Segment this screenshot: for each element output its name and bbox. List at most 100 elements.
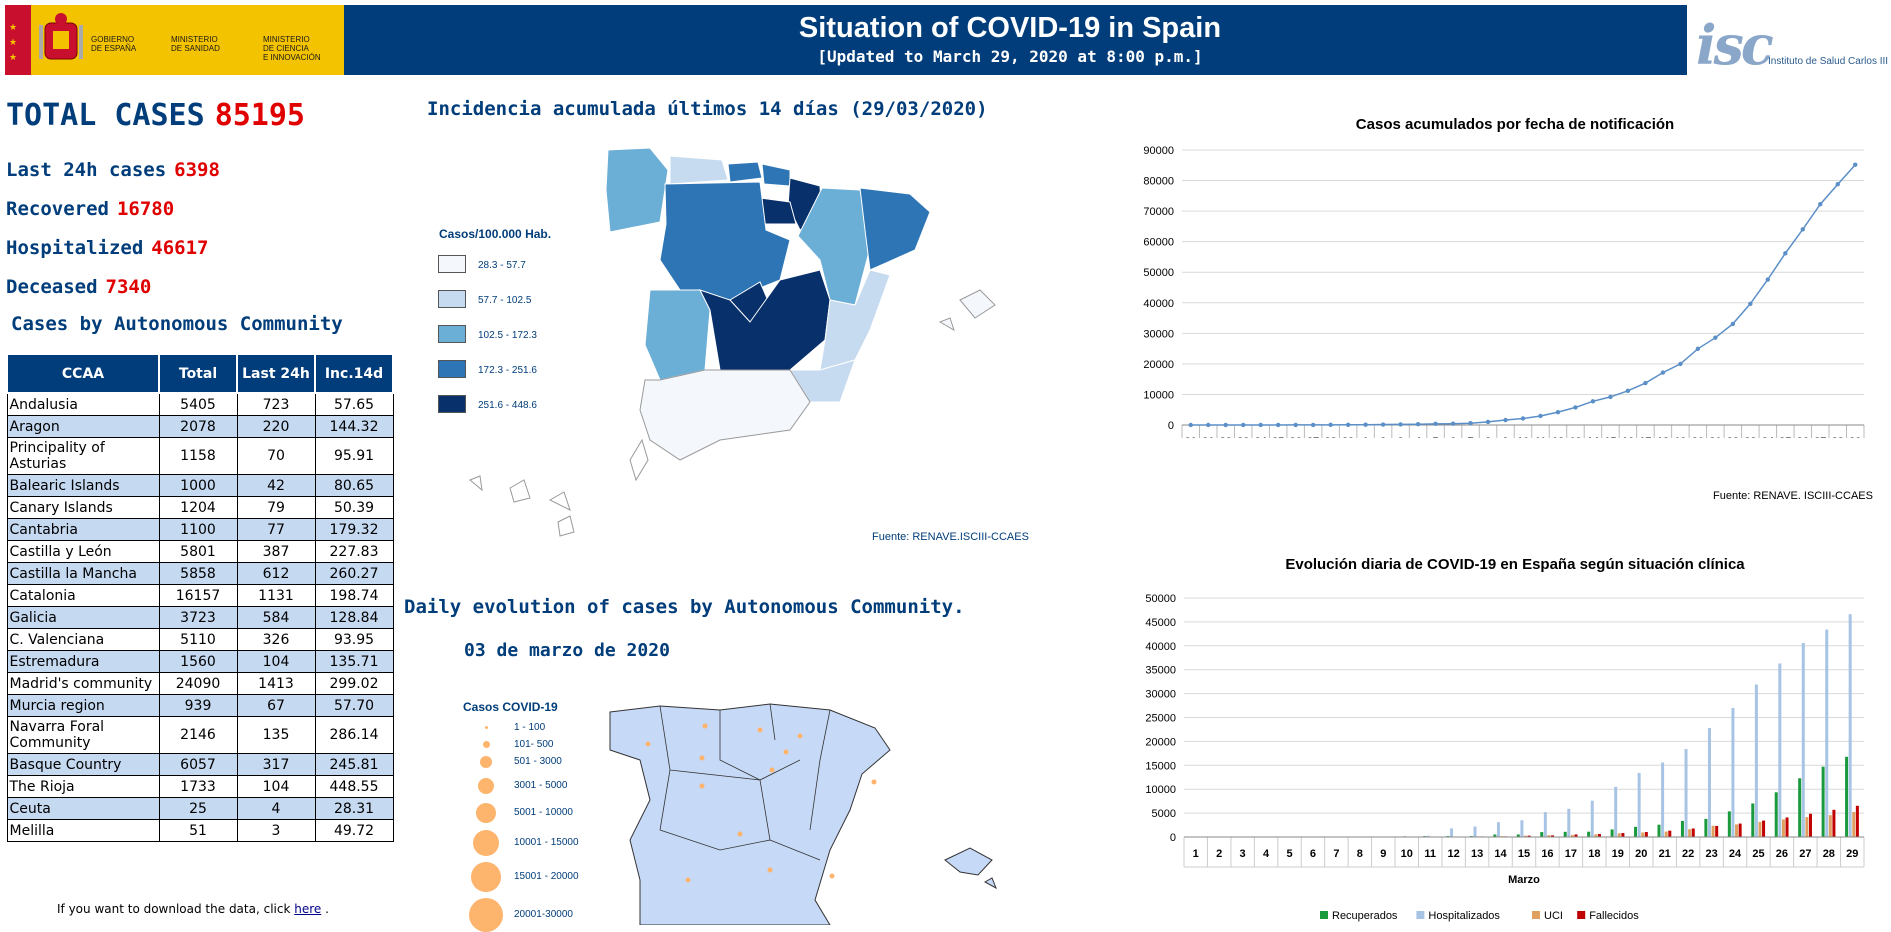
bar xyxy=(1849,614,1852,837)
x-tick-label: 18 xyxy=(1657,436,1669,438)
x-tick-label: 17 xyxy=(1565,848,1577,860)
bar xyxy=(1778,663,1781,837)
x-tick-label: 27 xyxy=(1307,436,1319,438)
bar xyxy=(1825,630,1828,837)
x-tick-label: 9 xyxy=(1502,436,1508,438)
data-point xyxy=(1328,423,1332,427)
clinical-chart-title: Evolución diaria de COVID-19 en España s… xyxy=(1140,556,1890,573)
bar xyxy=(1544,812,1547,837)
ccaa-value-cell: 42 xyxy=(237,475,315,497)
y-tick-label: 0 xyxy=(1168,420,1174,432)
x-tick-label: 21 xyxy=(1709,436,1721,438)
ccaa-value-cell: 1733 xyxy=(159,776,237,798)
x-tick-label: 1 xyxy=(1363,436,1369,438)
data-point xyxy=(1311,423,1315,427)
bar xyxy=(1497,822,1500,837)
bar xyxy=(1802,643,1805,837)
x-tick-label: 10 xyxy=(1401,848,1413,860)
y-tick-label: 5000 xyxy=(1152,808,1176,820)
data-point xyxy=(1189,423,1193,427)
legend-label: 1 - 100 xyxy=(514,722,545,733)
ccaa-value-cell: 57.65 xyxy=(315,393,393,416)
y-tick-label: 10000 xyxy=(1145,784,1176,796)
bar xyxy=(1688,829,1691,837)
ccaa-value-cell: 104 xyxy=(237,651,315,673)
data-point xyxy=(1731,322,1735,326)
bar xyxy=(1712,826,1715,837)
x-tick-label: 27 xyxy=(1799,848,1811,860)
bar xyxy=(1829,815,1832,837)
ccaa-value-cell: 3723 xyxy=(159,607,237,629)
legend-swatch xyxy=(438,255,466,273)
bubble-icon xyxy=(476,803,496,823)
legend-swatch xyxy=(438,290,466,308)
legend-swatch xyxy=(1532,911,1540,919)
x-tick-label: 11 xyxy=(1424,848,1436,860)
y-tick-label: 40000 xyxy=(1143,298,1174,310)
x-tick-label: 18 xyxy=(1588,848,1600,860)
bar xyxy=(1645,832,1648,837)
ccaa-name-cell: C. Valenciana xyxy=(7,629,159,651)
x-tick-label: 16 xyxy=(1541,848,1553,860)
bar xyxy=(1611,829,1614,837)
ccaa-name-cell: The Rioja xyxy=(7,776,159,798)
ccaa-name-cell: Murcia region xyxy=(7,695,159,717)
bar xyxy=(1782,819,1785,837)
bar xyxy=(1564,832,1567,837)
bar xyxy=(1805,817,1808,837)
x-tick-label: 4 xyxy=(1263,848,1270,860)
bubble-icon xyxy=(471,862,501,892)
ccaa-value-cell: 939 xyxy=(159,695,237,717)
x-tick-label: 14 xyxy=(1494,848,1507,860)
bar xyxy=(1685,749,1688,837)
column-header: CCAA xyxy=(7,354,159,393)
x-tick-label: 29 xyxy=(1846,848,1858,860)
ccaa-value-cell: 4 xyxy=(237,798,315,820)
y-tick-label: 50000 xyxy=(1143,267,1174,279)
eu-flag-icon: ★★★ xyxy=(5,5,31,75)
x-tick-label: 20 xyxy=(1692,436,1704,438)
y-tick-label: 35000 xyxy=(1145,665,1176,677)
x-tick-label: 24 xyxy=(1762,436,1775,438)
ccaa-value-cell: 326 xyxy=(237,629,315,651)
column-header: Last 24h xyxy=(237,354,315,393)
data-point xyxy=(1853,162,1857,166)
y-tick-label: 40000 xyxy=(1145,641,1176,653)
incidence-legend-item: 28.3 - 57.7 xyxy=(438,253,526,273)
ccaa-value-cell: 93.95 xyxy=(315,629,393,651)
ccaa-value-cell: 448.55 xyxy=(315,776,393,798)
x-tick-label: 25 xyxy=(1272,436,1284,438)
legend-label: 15001 - 20000 xyxy=(514,871,579,882)
bar xyxy=(1591,801,1594,837)
legend-label: 501 - 3000 xyxy=(514,756,562,767)
x-tick-label: 7 xyxy=(1333,848,1339,860)
x-tick-label: 8 xyxy=(1485,436,1491,438)
bubble-icon xyxy=(485,726,488,729)
x-tick-label: 1 xyxy=(1193,848,1199,860)
legend-swatch xyxy=(1416,911,1424,919)
bar xyxy=(1638,773,1641,837)
legend-label: 5001 - 10000 xyxy=(514,807,573,818)
data-point xyxy=(1521,416,1525,420)
ccaa-name-cell: Canary Islands xyxy=(7,497,159,519)
ccaa-value-cell: 1413 xyxy=(237,673,315,695)
bar xyxy=(1798,778,1801,837)
x-tick-label: 7 xyxy=(1467,436,1473,438)
x-axis-label: Marzo xyxy=(1508,874,1540,886)
bar xyxy=(1704,819,1707,837)
bar xyxy=(1775,792,1778,837)
download-link[interactable]: here xyxy=(294,902,321,916)
ccaa-name-cell: Melilla xyxy=(7,820,159,842)
clinical-situation-chart: 0500010000150002000025000300003500040000… xyxy=(1140,580,1890,925)
data-point xyxy=(1346,423,1350,427)
data-point xyxy=(1643,381,1647,385)
legend-item: Fallecidos xyxy=(1577,910,1639,922)
ccaa-value-cell: 198.74 xyxy=(315,585,393,607)
ccaa-value-cell: 128.84 xyxy=(315,607,393,629)
ccaa-value-cell: 317 xyxy=(237,754,315,776)
